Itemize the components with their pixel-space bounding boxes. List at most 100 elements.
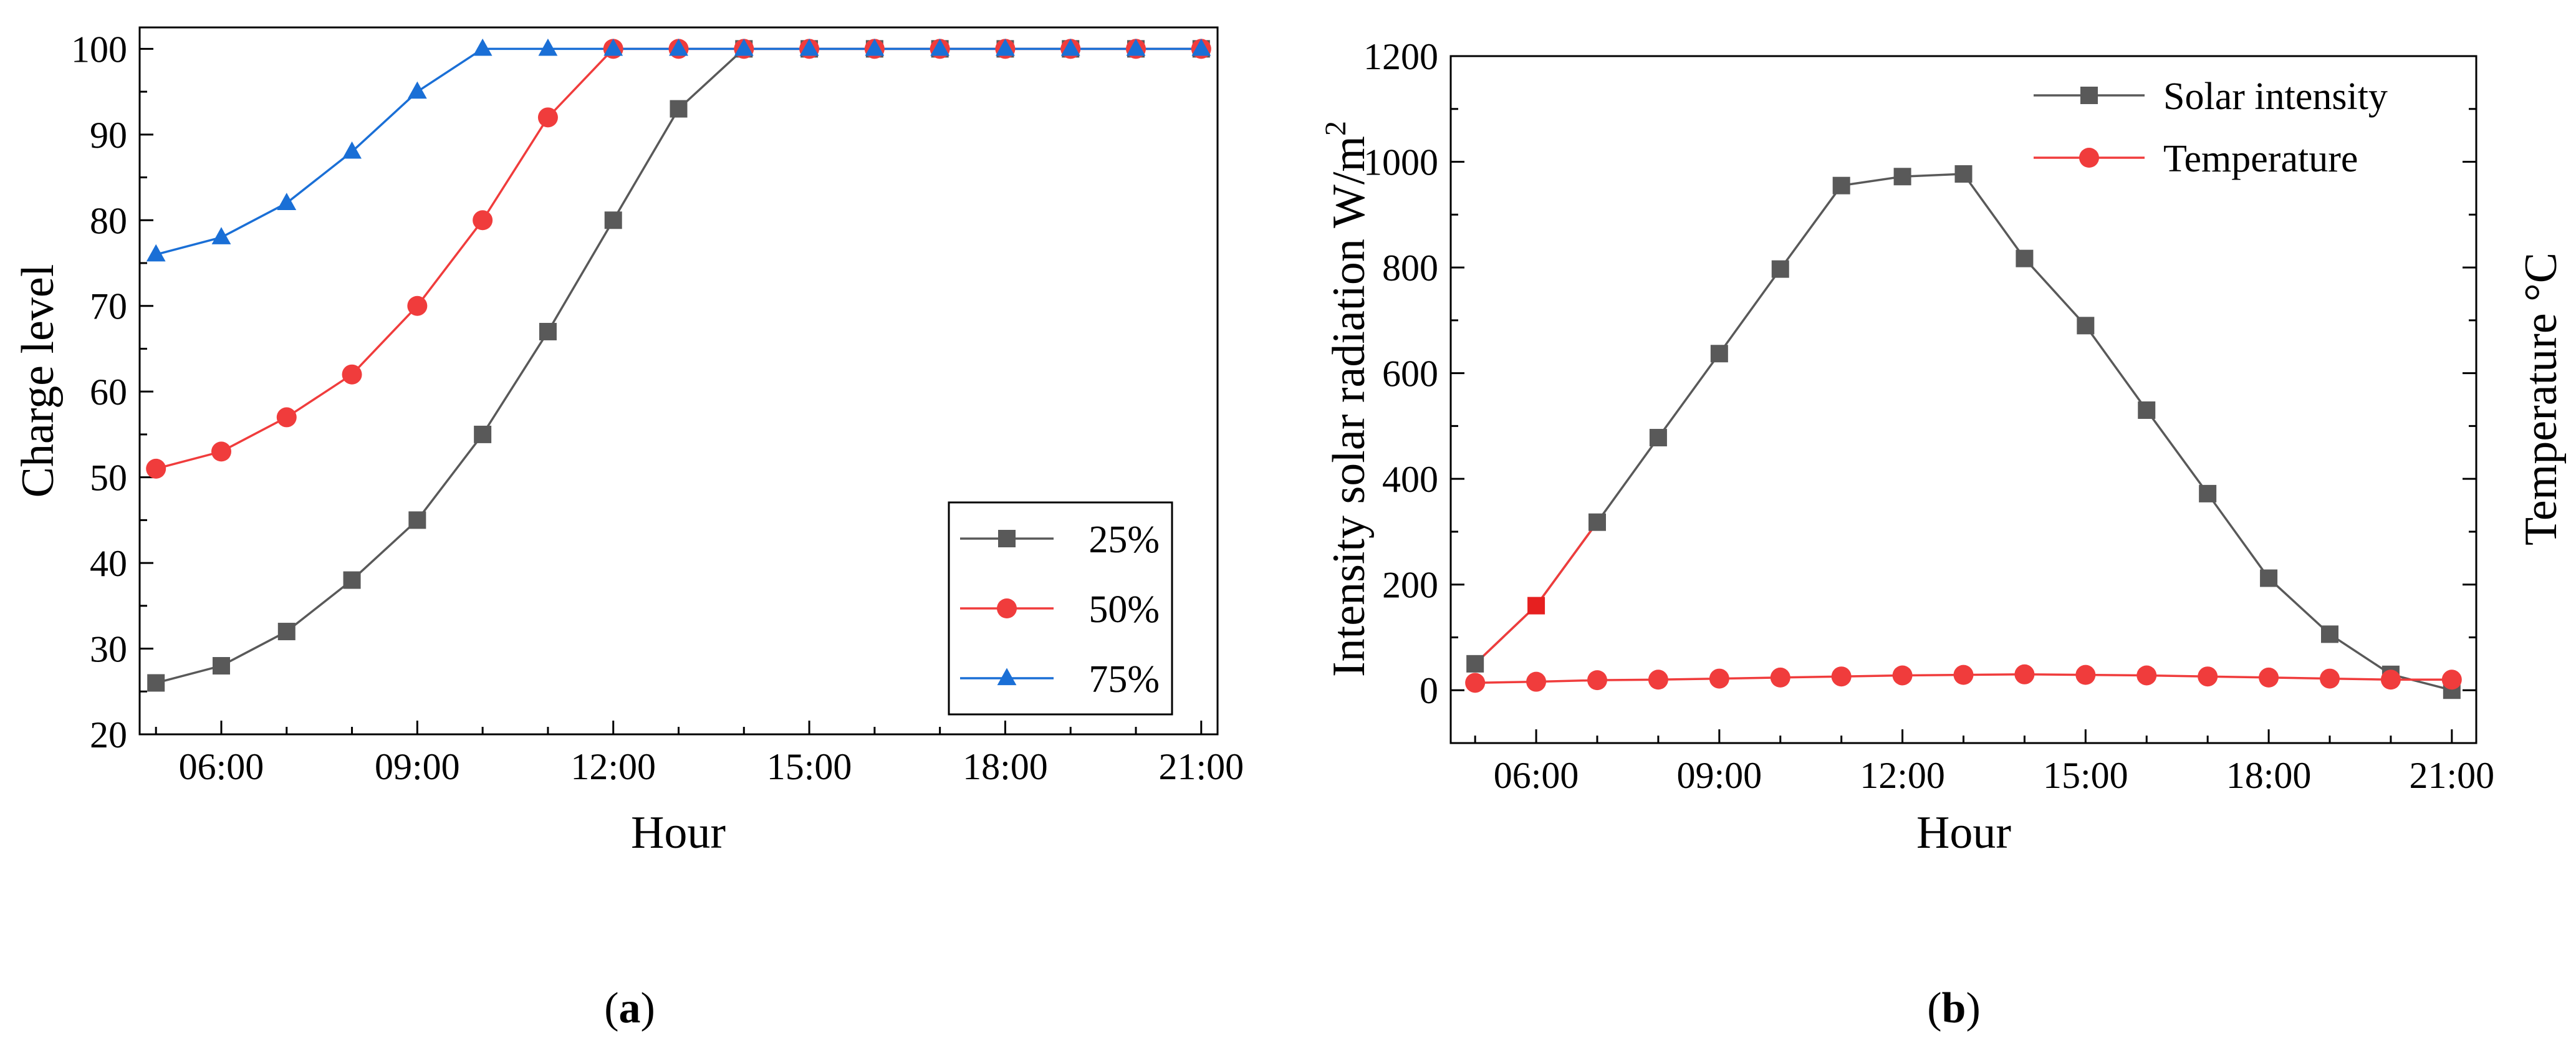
series-b-1-marker-16 xyxy=(2441,669,2462,690)
y-tick-label-b-5: 1000 xyxy=(1363,142,1438,183)
series-a-2-marker-1 xyxy=(211,227,231,244)
series-b-0-marker-10 xyxy=(2077,317,2095,335)
series-a-1-marker-6 xyxy=(537,107,558,128)
legend-b-0-marker-0 xyxy=(2080,87,2098,104)
series-a-2-marker-16 xyxy=(1191,38,1211,56)
y-tick-label-a-3: 50 xyxy=(90,458,127,499)
legend-a: 25% 50% 75% xyxy=(948,501,1173,716)
y-axis-label-b-text: Intensity solar radiation W/m xyxy=(1324,136,1375,677)
series-a-0-marker-0 xyxy=(147,674,165,692)
series-a-2-marker-5 xyxy=(473,38,493,56)
x-tick-label-a-3: 15:00 xyxy=(767,746,852,787)
legend-label-b-0: Solar intensity xyxy=(2163,75,2388,118)
series-a-1-marker-2 xyxy=(276,407,297,428)
legend-b: Solar intensity Temperature xyxy=(2034,75,2388,180)
series-b-0-marker-13 xyxy=(2260,569,2278,587)
series-b-1-marker-3 xyxy=(1648,669,1668,690)
series-b-0-marker-1 xyxy=(1527,597,1545,615)
series-a-1-marker-3 xyxy=(342,364,362,385)
series-b-1-marker-14 xyxy=(2320,668,2340,689)
legend-label-a-2: 75% xyxy=(1089,658,1160,701)
series-b-0-marker-0 xyxy=(1466,655,1484,673)
series-b-0-marker-2 xyxy=(1588,513,1606,531)
y-axis-label-b-superscript: 2 xyxy=(1319,121,1352,136)
panel-label-a: (a) xyxy=(604,984,655,1032)
series-b-1-marker-7 xyxy=(1892,665,1913,686)
y2-axis-label-b: Temperature °C xyxy=(2516,252,2567,545)
y-tick-label-b-1: 200 xyxy=(1382,565,1438,606)
y-tick-label-a-6: 80 xyxy=(90,200,127,241)
series-a-0-marker-2 xyxy=(277,623,296,641)
x-axis-label-b: Hour xyxy=(1916,807,2011,858)
series-b-1-marker-1 xyxy=(1526,671,1547,692)
x-tick-label-a-0: 06:00 xyxy=(179,746,264,787)
x-tick-label-b-0: 06:00 xyxy=(1494,755,1579,796)
series-a-2-marker-4 xyxy=(407,81,427,99)
series-b-0-marker-4 xyxy=(1710,345,1728,363)
series-b-1-marker-15 xyxy=(2380,669,2401,690)
series-b-1-marker-4 xyxy=(1709,668,1729,689)
series-b-1-marker-9 xyxy=(2014,664,2035,684)
series-a-2-marker-3 xyxy=(342,141,362,159)
series-b-1-marker-8 xyxy=(1953,665,1974,685)
series-highlight-segment-b xyxy=(1474,521,1598,665)
series-b-0-marker-12 xyxy=(2199,484,2217,502)
y-tick-label-a-1: 30 xyxy=(90,629,127,670)
series-b-0-marker-5 xyxy=(1771,260,1789,278)
series-b-0-marker-8 xyxy=(1954,165,1973,183)
axes-b: 06:00 09:00 12:00 15:00 18:00 21:00 0 200 400 600… xyxy=(1363,36,2494,796)
svg-text:(b): (b) xyxy=(1927,984,1981,1032)
x-tick-label-a-2: 12:00 xyxy=(570,746,656,787)
series-b-0-marker-9 xyxy=(2016,249,2034,267)
series-a-2-marker-9 xyxy=(734,38,754,56)
series-group-b xyxy=(1465,165,2462,699)
series-b-1-marker-5 xyxy=(1770,667,1790,688)
series-b-0-marker-6 xyxy=(1832,176,1850,194)
series-b-0-marker-7 xyxy=(1893,168,1911,186)
series-a-0-marker-8 xyxy=(670,100,688,118)
series-a-0-marker-7 xyxy=(604,211,622,229)
series-a-2-marker-2 xyxy=(277,193,297,210)
panel-b-solar-temperature-chart: 06:00 09:00 12:00 15:00 18:00 21:00 0 200 400 600… xyxy=(1319,36,2567,1032)
x-tick-label-b-2: 12:00 xyxy=(1860,755,1945,796)
legend-label-b-1: Temperature xyxy=(2163,138,2358,180)
y-tick-label-a-7: 90 xyxy=(90,115,127,156)
y-axis-label-b: Intensity solar radiation W/m2 xyxy=(1319,121,1375,677)
y-tick-label-a-8: 100 xyxy=(71,29,127,70)
y-tick-label-a-0: 20 xyxy=(90,714,127,756)
y-tick-label-b-4: 800 xyxy=(1382,247,1438,289)
series-line-a-2 xyxy=(155,47,1201,256)
panel-a-charge-level-chart: 06:00 09:00 12:00 15:00 18:00 21:00 20 30 40 50 60… xyxy=(12,26,1244,1032)
series-a-2-marker-12 xyxy=(930,38,950,56)
y-tick-label-b-3: 600 xyxy=(1382,353,1438,395)
series-a-2-marker-14 xyxy=(1060,38,1080,56)
y-tick-label-b-0: 0 xyxy=(1420,670,1438,711)
y-axis-label-a: Charge level xyxy=(12,264,64,498)
series-a-1-marker-0 xyxy=(146,458,166,479)
series-b-1-marker-6 xyxy=(1831,666,1852,687)
panel-letter-b: b xyxy=(1942,984,1966,1032)
series-b-0-marker-14 xyxy=(2321,625,2338,643)
y-tick-label-a-2: 40 xyxy=(90,543,127,584)
series-a-0-marker-5 xyxy=(474,425,492,443)
legend-a-1-marker-0 xyxy=(997,598,1017,618)
series-b-1-marker-12 xyxy=(2198,666,2218,687)
x-tick-label-a-1: 09:00 xyxy=(375,746,460,787)
series-b-1-marker-11 xyxy=(2136,665,2157,686)
axes-a: 06:00 09:00 12:00 15:00 18:00 21:00 20 30 40 50 60… xyxy=(71,29,1244,787)
series-a-2-marker-6 xyxy=(538,38,558,56)
series-a-2-marker-8 xyxy=(669,38,688,56)
series-a-2-marker-15 xyxy=(1126,38,1146,56)
y-tick-label-b-2: 400 xyxy=(1382,459,1438,500)
x-tick-label-a-4: 18:00 xyxy=(963,746,1048,787)
x-tick-label-b-3: 15:00 xyxy=(2043,755,2128,796)
series-a-2-marker-10 xyxy=(799,38,819,56)
series-b-1-marker-10 xyxy=(2075,665,2096,685)
y-tick-label-a-5: 70 xyxy=(90,286,127,327)
series-b-1-marker-0 xyxy=(1465,673,1486,693)
series-a-1-marker-1 xyxy=(211,441,231,462)
series-b-1-marker-2 xyxy=(1587,670,1607,691)
y-tick-label-a-4: 60 xyxy=(90,372,127,413)
series-a-0-marker-4 xyxy=(408,511,426,529)
